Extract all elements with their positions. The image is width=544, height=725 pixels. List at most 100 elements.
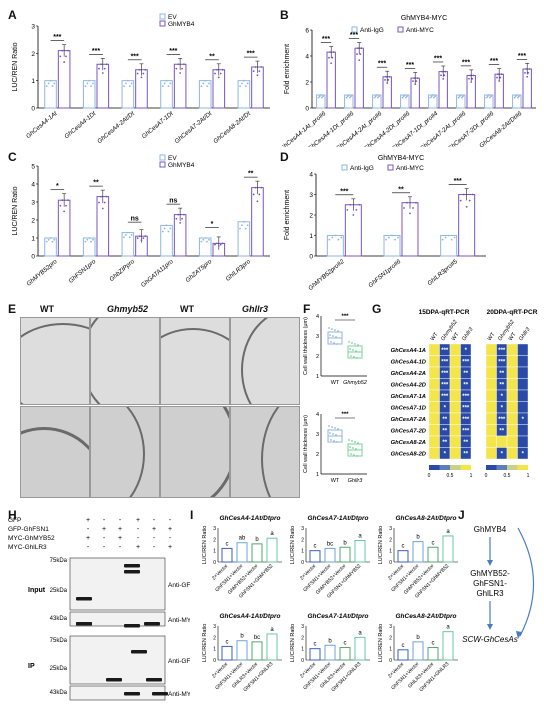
y-tick-label: 2 bbox=[31, 218, 35, 225]
micrograph-ghmyb52-high bbox=[90, 406, 160, 498]
data-point bbox=[458, 95, 461, 98]
legend-swatch-2 bbox=[397, 26, 404, 33]
f-point bbox=[349, 446, 351, 448]
bar-antiigg bbox=[484, 94, 494, 109]
bar-antimyc bbox=[522, 68, 532, 109]
bar-antiigg bbox=[512, 94, 522, 109]
data-point bbox=[388, 75, 391, 78]
data-point bbox=[239, 85, 241, 88]
y-tick-label: 0 bbox=[309, 254, 313, 261]
data-point bbox=[472, 74, 475, 77]
h-kda: 43kDa bbox=[50, 616, 68, 622]
blot-band bbox=[124, 624, 140, 628]
h-sign: - bbox=[103, 535, 106, 542]
f-point bbox=[355, 350, 357, 352]
data-point bbox=[402, 95, 405, 98]
data-point bbox=[59, 55, 62, 58]
h-antibody: Anti-GFP bbox=[168, 658, 190, 665]
data-point bbox=[401, 96, 404, 99]
data-point bbox=[144, 68, 147, 71]
heatmap-cell bbox=[506, 378, 518, 391]
category-label: GhCesA4-2At/Dt bbox=[96, 110, 136, 145]
data-point bbox=[441, 70, 443, 73]
category-label: GhCesA7-1Dt bbox=[141, 110, 175, 140]
data-point bbox=[67, 199, 69, 202]
f-point bbox=[354, 343, 356, 345]
data-point bbox=[169, 227, 172, 230]
data-point bbox=[465, 205, 468, 208]
blot-1 bbox=[69, 557, 166, 611]
data-point bbox=[45, 85, 48, 88]
g-row-label: GhCesA8-2D bbox=[391, 452, 427, 458]
i-bar bbox=[251, 543, 263, 563]
f-y-tick: 4 bbox=[316, 314, 319, 320]
data-point bbox=[443, 74, 446, 77]
i-sig-letter: c bbox=[344, 641, 347, 647]
i-y-tick: 2 bbox=[389, 635, 392, 641]
data-point bbox=[490, 95, 492, 98]
data-point bbox=[258, 193, 261, 196]
data-point bbox=[387, 79, 390, 81]
i-y-label: LUC/REN Ratio bbox=[378, 526, 384, 565]
legend-swatch-1 bbox=[351, 26, 358, 33]
data-point bbox=[359, 53, 362, 56]
g-title: 15DPA-qRT-PCR bbox=[419, 309, 470, 316]
data-point bbox=[244, 227, 247, 230]
h-sign: - bbox=[119, 544, 122, 551]
i-y-tick: 0 bbox=[213, 560, 216, 566]
bar-antiigg bbox=[400, 94, 410, 109]
data-point bbox=[440, 74, 442, 77]
y-axis-label: Fold enrichment bbox=[284, 190, 291, 240]
heatmap-star: ** bbox=[499, 371, 504, 377]
data-point bbox=[394, 238, 396, 241]
heatmap-cell bbox=[449, 424, 461, 437]
colorbar-tick: 0.5 bbox=[447, 473, 454, 479]
heatmap-cell bbox=[428, 401, 440, 414]
f-point bbox=[330, 439, 332, 441]
panel-letter-a: A bbox=[8, 8, 17, 22]
data-point bbox=[462, 193, 465, 196]
data-point bbox=[84, 240, 87, 243]
data-point bbox=[202, 238, 205, 241]
colorbar-seg bbox=[496, 465, 507, 470]
category-label: GhbZIPpro bbox=[108, 258, 136, 283]
f-point bbox=[336, 343, 338, 345]
heatmap-cell bbox=[428, 343, 440, 356]
h-sign: - bbox=[103, 517, 106, 524]
bar-ev bbox=[237, 80, 251, 109]
i-sig-letter: a bbox=[270, 627, 274, 633]
i-subplot-title: GhCesA8-2At/Dtpro bbox=[395, 613, 456, 620]
colorbar-tick: 0.5 bbox=[504, 473, 511, 479]
g-row-label: GhCesA7-2A bbox=[391, 417, 426, 423]
data-point bbox=[471, 77, 474, 80]
data-point bbox=[374, 95, 377, 98]
data-point bbox=[86, 82, 89, 85]
data-point bbox=[183, 63, 185, 66]
g-title: 20DPA-qRT-PCR bbox=[487, 309, 538, 316]
y-tick-label: 3 bbox=[31, 24, 35, 31]
i-y-label: LUC/REN Ratio bbox=[290, 624, 296, 663]
h-sign: + bbox=[118, 535, 122, 542]
h-sign: + bbox=[152, 526, 156, 533]
f-point bbox=[357, 344, 359, 346]
heatmap-star: ** bbox=[499, 429, 504, 435]
heatmap-cell bbox=[428, 435, 440, 448]
blot-band bbox=[124, 570, 140, 574]
bar-ev bbox=[44, 237, 57, 257]
category-label: GhMYB52pro bbox=[25, 258, 59, 288]
g-col-label: WT bbox=[430, 331, 440, 342]
data-point bbox=[430, 95, 433, 98]
blot-band bbox=[144, 622, 160, 626]
h-sign: - bbox=[137, 535, 140, 542]
f-sig: *** bbox=[341, 314, 349, 320]
y-tick-label: 1 bbox=[309, 233, 313, 240]
blot-3 bbox=[69, 635, 166, 685]
data-point bbox=[163, 227, 166, 230]
colorbar-seg bbox=[486, 465, 497, 470]
f-point bbox=[332, 433, 334, 435]
data-point bbox=[409, 212, 411, 215]
f-point bbox=[353, 454, 355, 456]
heatmap-star: ** bbox=[499, 383, 504, 389]
h-kda: 25kDa bbox=[50, 666, 68, 672]
j-node-ghmyb4: GhMYB4 bbox=[474, 525, 507, 534]
